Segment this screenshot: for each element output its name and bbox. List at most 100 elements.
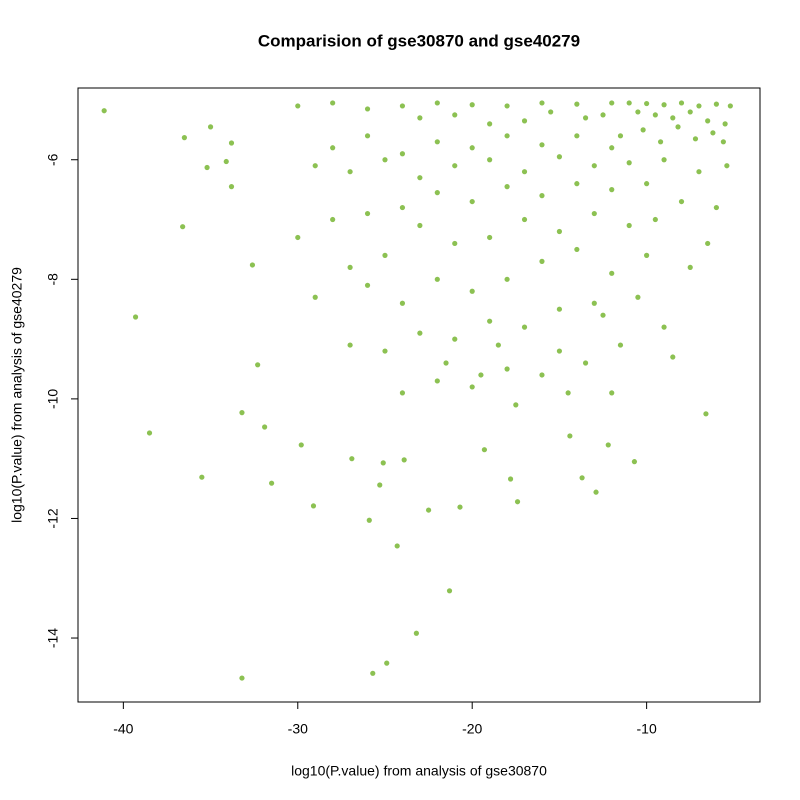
point [364, 133, 371, 139]
point [504, 133, 510, 139]
point [399, 151, 406, 157]
point [661, 324, 667, 330]
point [382, 252, 388, 259]
point [705, 240, 711, 247]
point [652, 216, 658, 223]
point [720, 139, 726, 145]
point [687, 109, 693, 115]
point [593, 489, 599, 495]
point [310, 503, 317, 509]
point [295, 234, 301, 241]
y-tick-label: -8 [45, 273, 61, 286]
point [101, 108, 107, 114]
point [565, 390, 571, 396]
point [631, 459, 638, 465]
point [312, 163, 318, 169]
point [312, 294, 318, 300]
point [579, 475, 585, 481]
point [600, 312, 606, 318]
point [434, 139, 440, 145]
point [696, 103, 702, 109]
point [347, 342, 353, 348]
point [382, 348, 388, 354]
x-tick-label: -40 [113, 721, 133, 737]
point [504, 103, 510, 109]
point [507, 476, 514, 482]
point [521, 216, 528, 223]
point [469, 198, 475, 205]
point [652, 112, 658, 118]
point [207, 124, 214, 130]
point [591, 300, 597, 306]
point [644, 252, 650, 259]
point [417, 222, 423, 229]
point [626, 160, 632, 166]
point [487, 318, 493, 324]
point [556, 154, 563, 160]
point [539, 193, 545, 199]
point [657, 139, 664, 145]
point [556, 306, 563, 312]
point [434, 100, 440, 106]
point [521, 324, 528, 330]
point [413, 630, 419, 636]
point [457, 504, 463, 510]
point [384, 660, 390, 666]
point [591, 163, 597, 169]
point [609, 270, 615, 276]
point [434, 276, 440, 282]
point [425, 507, 432, 513]
point [487, 157, 493, 163]
point [678, 100, 685, 106]
point [504, 184, 510, 190]
point [574, 181, 580, 187]
point [539, 142, 545, 148]
point [513, 402, 519, 408]
point [255, 362, 261, 368]
point [640, 127, 646, 133]
point [567, 433, 573, 439]
point [487, 121, 493, 127]
point [394, 543, 400, 549]
x-tick-label: -20 [462, 721, 482, 737]
point [609, 390, 615, 396]
point [521, 169, 528, 175]
point [377, 482, 383, 488]
point [132, 314, 139, 320]
point [417, 115, 423, 121]
point [591, 210, 597, 217]
x-axis-label: log10(P.value) from analysis of gse30870 [291, 763, 547, 779]
point [727, 103, 733, 109]
point [539, 372, 545, 378]
point [644, 181, 650, 187]
point [330, 145, 336, 151]
point [239, 675, 245, 681]
point [364, 210, 371, 217]
point [692, 136, 699, 142]
point [452, 163, 458, 169]
point [370, 670, 376, 676]
point [478, 372, 484, 378]
point [204, 164, 210, 171]
point [705, 118, 711, 124]
point [644, 100, 650, 107]
point [349, 456, 355, 462]
point [469, 288, 475, 294]
point [347, 264, 353, 270]
point [521, 118, 528, 124]
point [330, 100, 336, 106]
point [199, 474, 205, 480]
point [504, 366, 510, 372]
point [582, 115, 589, 121]
point [417, 330, 423, 336]
point [417, 175, 423, 181]
x-tick-label: -30 [288, 721, 308, 737]
point [609, 100, 615, 106]
point [382, 157, 388, 163]
point [399, 390, 406, 396]
point [696, 169, 702, 175]
point [556, 348, 563, 354]
point [722, 121, 728, 127]
point [228, 140, 235, 146]
point [347, 169, 353, 175]
